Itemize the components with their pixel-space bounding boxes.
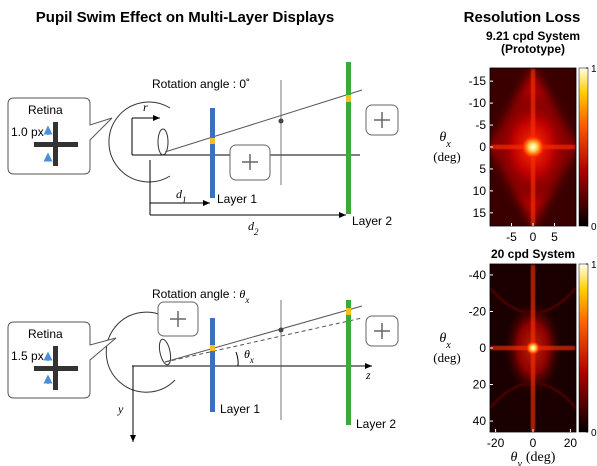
y-tick-label: 15 [473, 206, 487, 220]
eye [109, 102, 170, 182]
cross-v [53, 122, 58, 166]
heatmap: 9.21 cpd System(Prototype)01-15-10-50510… [433, 29, 597, 244]
layer-2 [346, 62, 351, 214]
angle-label: θx [244, 347, 254, 365]
z-label: z [365, 368, 371, 382]
y-axis-label: θx [439, 331, 451, 351]
y-tick-label: 5 [479, 162, 486, 176]
title: Pupil Swim Effect on Multi-Layer Display… [36, 9, 334, 26]
px-label: 1.5 px [11, 349, 44, 363]
layer-2-label: Layer 2 [352, 214, 392, 228]
x-tick-label: 20 [564, 436, 578, 450]
colorbar-tick-label: 1 [591, 260, 597, 271]
y-label: y [117, 402, 124, 416]
heatmap-title: 20 cpd System [491, 247, 575, 261]
retina-label: Retina [28, 103, 63, 117]
heatmap-subtitle: (Prototype) [501, 42, 565, 56]
y-tick-label: -20 [469, 304, 487, 318]
y-axis-label: θx [439, 130, 451, 150]
layer-1 [210, 108, 215, 198]
colorbar [579, 264, 588, 432]
ray [165, 90, 362, 152]
y-tick-label: -15 [469, 74, 487, 88]
y-tick-label: 0 [479, 341, 486, 355]
x-tick-label: 0 [530, 436, 537, 450]
x-axis-label: θy(deg) [511, 450, 556, 466]
d2-label: d2 [248, 219, 259, 237]
colorbar [579, 68, 588, 226]
x-tick-label: 5 [551, 230, 558, 244]
y-tick-label: -10 [469, 96, 487, 110]
px-label: 1.0 px [11, 125, 44, 139]
y-tick-label: 40 [473, 414, 487, 428]
y-tick-label: 20 [473, 378, 487, 392]
heatmap-image [490, 264, 576, 432]
panel-bottom: Rotation angle : θx Retina 1.5 px y z θx… [8, 287, 398, 442]
r-label: r [143, 100, 148, 114]
x-tick-label: -20 [487, 436, 505, 450]
y-tick-label: -40 [469, 268, 487, 282]
y-axis-unit: (deg) [433, 350, 460, 365]
y-axis-unit: (deg) [433, 149, 460, 164]
heatmap-image [490, 68, 576, 226]
y-tick-label: 10 [473, 184, 487, 198]
x-tick-label: -5 [506, 230, 517, 244]
retina-label: Retina [28, 327, 63, 341]
colorbar-tick-label: 0 [591, 428, 597, 439]
colorbar-tick-label: 0 [591, 222, 597, 233]
heatmap-title: 9.21 cpd System [486, 29, 580, 43]
rotation-label: Rotation angle : 0˚ [152, 77, 250, 91]
y-tick-label: 0 [479, 140, 486, 154]
panel-top: Rotation angle : 0˚ Retina 1.0 px r d1 d… [8, 62, 398, 237]
y-tick-label: -5 [475, 118, 486, 132]
figure: Pupil Swim Effect on Multi-Layer Display… [0, 0, 597, 466]
right-title: Resolution Loss [464, 9, 581, 26]
layer-2-label: Layer 2 [356, 417, 396, 431]
colorbar-tick-label: 1 [591, 64, 597, 75]
x-tick-label: 0 [530, 230, 537, 244]
layer-1-label: Layer 1 [217, 192, 257, 206]
d1-label: d1 [176, 187, 187, 205]
layer-1-label: Layer 1 [220, 402, 260, 416]
